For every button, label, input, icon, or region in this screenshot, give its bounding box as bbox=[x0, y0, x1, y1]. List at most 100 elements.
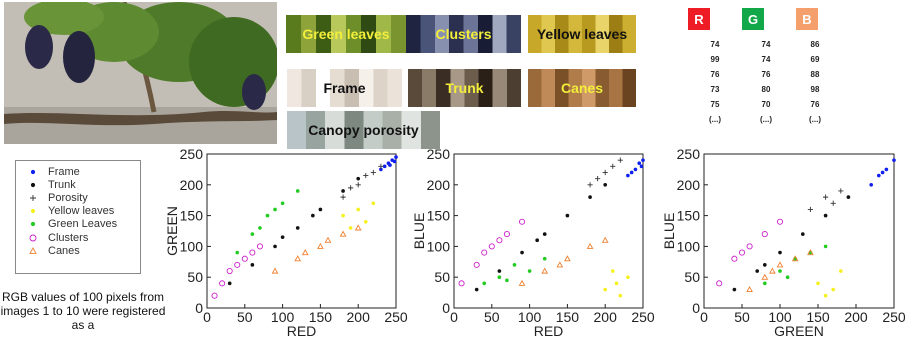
data-point bbox=[595, 176, 601, 182]
swatch-label: Canopy porosity bbox=[308, 121, 419, 138]
x-axis-label: RED bbox=[287, 323, 317, 338]
series-frame bbox=[626, 158, 645, 178]
y-axis-label: BLUE bbox=[411, 213, 427, 250]
vineyard-photo-drawing bbox=[4, 2, 277, 144]
data-point bbox=[738, 249, 746, 256]
legend-marker-dot bbox=[30, 182, 36, 187]
x-tick-label: 50 bbox=[484, 309, 500, 325]
data-point bbox=[250, 263, 255, 267]
legend-marker bbox=[30, 209, 36, 214]
legend-item-clusters: Clusters bbox=[22, 231, 134, 244]
data-point bbox=[602, 169, 608, 176]
series-frame bbox=[379, 155, 398, 172]
data-point bbox=[823, 194, 829, 200]
rgb-value: 70 bbox=[761, 100, 771, 109]
swatch-label: Yellow leaves bbox=[536, 25, 628, 42]
data-point bbox=[880, 170, 885, 175]
legend-marker bbox=[29, 234, 37, 241]
data-point bbox=[497, 275, 502, 280]
data-point bbox=[626, 173, 630, 178]
x-tick-label: 150 bbox=[309, 309, 333, 325]
rgb-value: 74 bbox=[761, 55, 771, 64]
x-tick-label: 250 bbox=[631, 309, 655, 325]
data-point bbox=[564, 255, 571, 262]
series-yellow-leaves bbox=[603, 269, 630, 298]
data-point bbox=[219, 280, 226, 287]
x-tick-label: 150 bbox=[556, 309, 580, 325]
series-trunk bbox=[227, 176, 361, 286]
y-tick-label: 150 bbox=[427, 208, 451, 224]
y-tick-label: 100 bbox=[677, 238, 701, 254]
rgb-value: 99 bbox=[710, 55, 720, 64]
data-point bbox=[348, 226, 353, 230]
y-tick-label: 50 bbox=[187, 269, 203, 285]
data-point bbox=[503, 231, 510, 238]
legend-marker-dot bbox=[30, 209, 36, 214]
data-point bbox=[520, 250, 524, 255]
swatch-canes: Canes bbox=[528, 69, 636, 107]
data-point bbox=[776, 218, 784, 225]
data-point bbox=[769, 267, 776, 274]
legend-item-canes: Canes bbox=[22, 244, 134, 257]
data-point bbox=[258, 226, 262, 230]
rgb-value: 73 bbox=[710, 85, 720, 94]
x-tick-label: 200 bbox=[594, 309, 618, 325]
rgb-value: 80 bbox=[761, 85, 771, 94]
data-point bbox=[800, 232, 805, 236]
data-point bbox=[256, 243, 263, 250]
data-point bbox=[610, 269, 615, 273]
data-point bbox=[731, 255, 738, 262]
series-porosity bbox=[587, 157, 623, 188]
legend-item-frame: Frame bbox=[22, 165, 134, 178]
data-point bbox=[762, 281, 767, 286]
data-point bbox=[294, 255, 302, 262]
swatch-trunk: Trunk bbox=[408, 69, 521, 107]
data-point bbox=[587, 182, 593, 188]
data-point bbox=[823, 244, 828, 249]
data-point bbox=[823, 293, 828, 298]
series-canes bbox=[518, 236, 609, 286]
rgb-value: 76 bbox=[761, 70, 771, 79]
legend-label: Porosity bbox=[48, 191, 88, 204]
x-axis-label: RED bbox=[534, 323, 564, 338]
data-point bbox=[458, 280, 465, 287]
swatch-label: Green leaves bbox=[302, 25, 390, 42]
vineyard-photo bbox=[4, 2, 277, 144]
data-point bbox=[617, 157, 623, 163]
rgb-value: 98 bbox=[810, 85, 820, 94]
data-point bbox=[565, 213, 570, 218]
y-tick-label: 200 bbox=[427, 177, 451, 193]
data-point bbox=[778, 250, 782, 255]
data-point bbox=[556, 261, 564, 268]
data-point bbox=[816, 281, 820, 286]
data-point bbox=[633, 167, 638, 172]
data-point bbox=[371, 201, 376, 206]
data-point bbox=[518, 218, 526, 225]
y-tick-label: 50 bbox=[434, 269, 450, 285]
data-point bbox=[518, 279, 526, 286]
x-tick-label: 50 bbox=[237, 309, 253, 325]
data-point bbox=[324, 236, 332, 243]
data-point bbox=[348, 185, 354, 191]
data-point bbox=[370, 169, 376, 176]
data-point bbox=[356, 207, 361, 212]
rgb-value: 74 bbox=[761, 40, 771, 49]
legend-label: Frame bbox=[48, 165, 80, 178]
data-point bbox=[295, 226, 300, 230]
data-point bbox=[639, 164, 644, 169]
swatch-clusters: Clusters bbox=[406, 15, 521, 53]
data-point bbox=[497, 269, 502, 273]
swatch-green-leaves: Green leaves bbox=[286, 15, 406, 53]
y-tick-label: 100 bbox=[427, 238, 451, 254]
y-axis-label: GREEN bbox=[164, 206, 180, 256]
x-tick-label: 100 bbox=[768, 309, 792, 325]
legend-marker-circle bbox=[29, 234, 37, 241]
data-point bbox=[892, 158, 896, 162]
series-clusters bbox=[211, 243, 263, 299]
data-point bbox=[474, 287, 479, 292]
legend-item-porosity: Porosity bbox=[22, 191, 134, 204]
data-point bbox=[716, 280, 723, 287]
data-point bbox=[280, 201, 285, 206]
data-point bbox=[394, 155, 398, 159]
x-tick-label: 250 bbox=[882, 309, 906, 325]
